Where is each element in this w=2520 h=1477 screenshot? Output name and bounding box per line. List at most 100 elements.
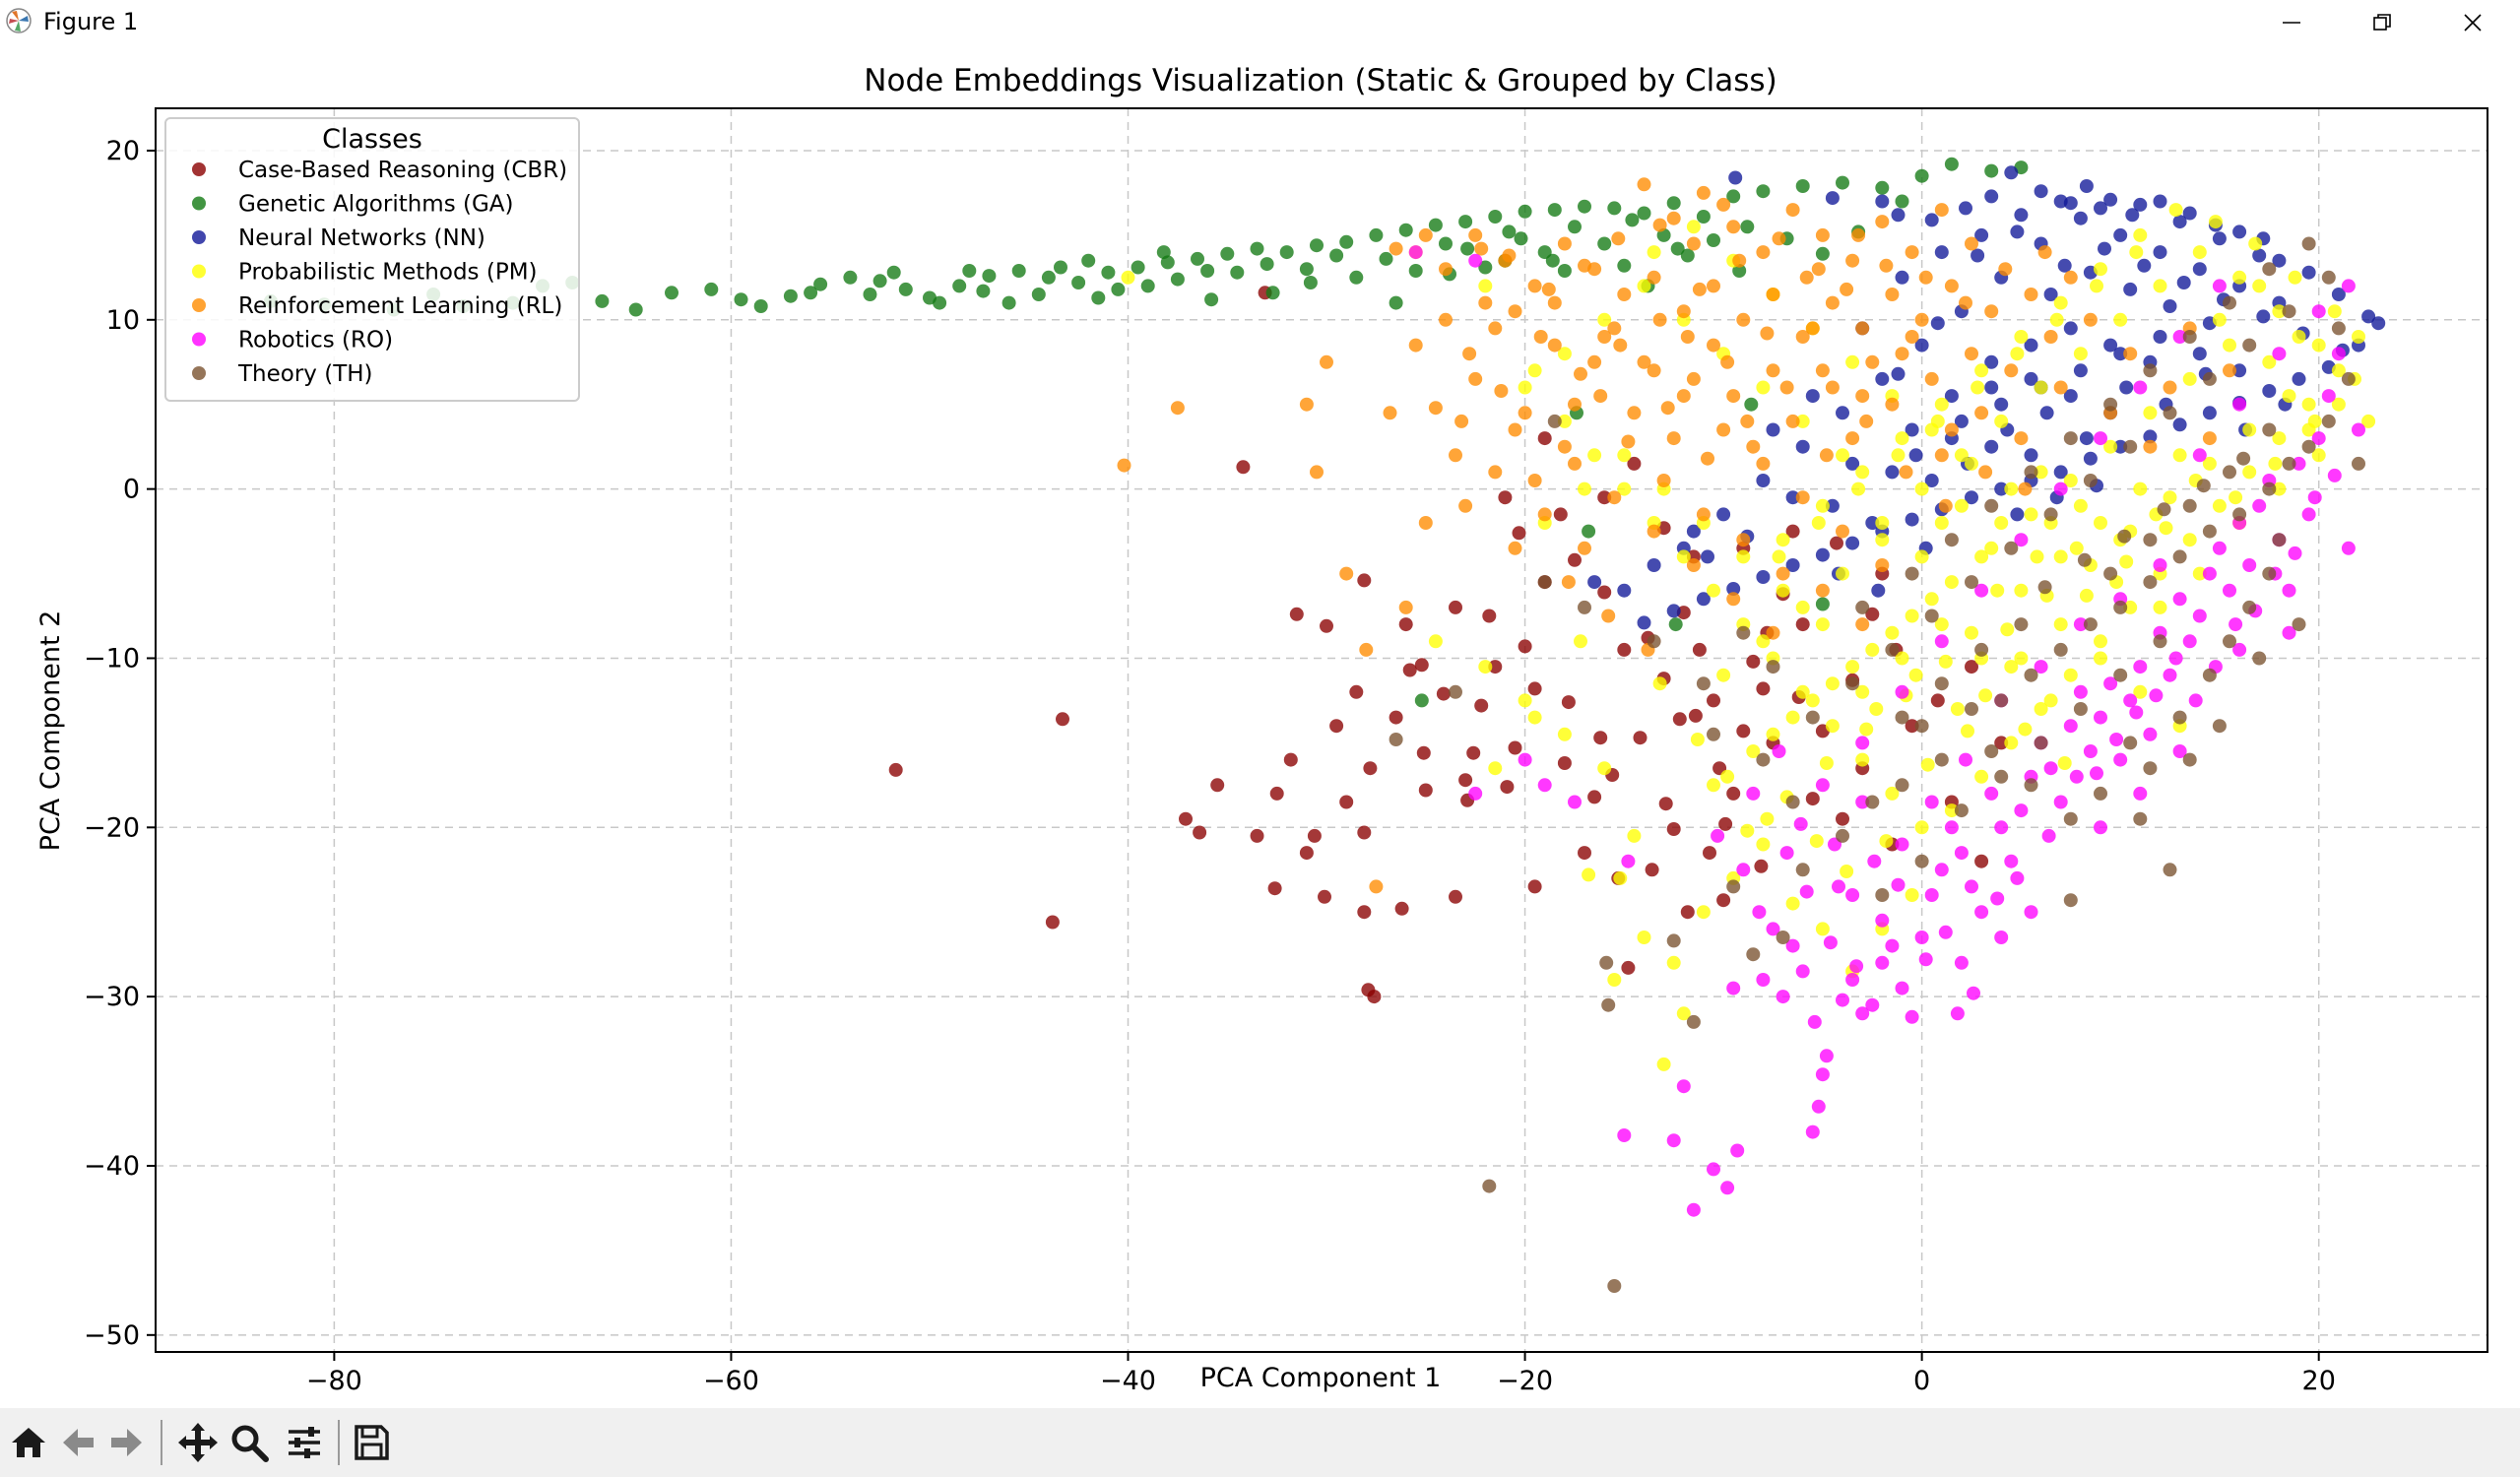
data-point (1439, 262, 1453, 277)
data-point (1984, 786, 1999, 801)
configure-subplots-button[interactable] (280, 1418, 329, 1467)
data-point (1582, 867, 1596, 882)
data-point (2024, 507, 2038, 522)
data-point (1658, 797, 1673, 811)
data-point (1930, 414, 1945, 428)
data-point (1840, 282, 1854, 296)
legend-label: Robotics (RO) (238, 328, 393, 353)
data-point (2063, 389, 2078, 404)
data-point (2133, 482, 2148, 496)
data-point (2311, 448, 2326, 463)
data-point (1568, 552, 1582, 567)
data-point (1726, 786, 1741, 801)
data-point (1666, 211, 1681, 225)
data-point (1428, 634, 1443, 649)
data-point (2018, 482, 2033, 496)
chart-title: Node Embeddings Visualization (Static & … (864, 63, 1777, 98)
data-point (2331, 321, 2346, 336)
data-point (2063, 431, 2078, 446)
data-point (1795, 964, 1810, 979)
data-point (2232, 507, 2247, 522)
data-point (2113, 668, 2128, 682)
data-point (1357, 825, 1372, 840)
data-point (2069, 541, 2084, 555)
home-button[interactable] (4, 1418, 53, 1467)
data-point (1720, 1181, 1735, 1195)
data-point (2004, 363, 2019, 378)
pan-button[interactable] (173, 1418, 223, 1467)
data-point (1924, 474, 1939, 487)
data-point (2037, 245, 2052, 260)
data-point (1799, 270, 1814, 285)
save-button[interactable] (347, 1418, 396, 1467)
data-point (2232, 642, 2247, 657)
data-point (1607, 1279, 1622, 1293)
data-point (1905, 422, 1919, 437)
data-point (1488, 321, 1503, 336)
data-point (1965, 660, 1978, 674)
data-point (1799, 884, 1814, 899)
zoom-button[interactable] (225, 1418, 274, 1467)
data-point (1156, 245, 1171, 260)
data-point (1557, 439, 1572, 454)
minimize-button[interactable] (2246, 0, 2337, 45)
data-point (2331, 397, 2346, 412)
data-point (1875, 955, 1890, 970)
data-point (1934, 676, 1949, 691)
data-point (1974, 406, 1989, 420)
data-point (1954, 803, 1969, 818)
data-point (1924, 371, 1939, 386)
data-point (2182, 533, 2197, 547)
data-point (1318, 889, 1331, 904)
data-point (1666, 933, 1681, 948)
data-point (1815, 597, 1830, 611)
data-point (1449, 889, 1462, 904)
data-point (2094, 201, 2107, 216)
data-point (2242, 558, 2257, 572)
data-point (2125, 208, 2140, 223)
data-point (1111, 282, 1126, 296)
data-point (1825, 498, 1840, 513)
data-point (1593, 389, 1608, 404)
data-point (2014, 651, 2029, 666)
restore-button[interactable] (2337, 0, 2427, 45)
data-point (1613, 338, 1628, 353)
data-point (2272, 253, 2287, 268)
data-point (1961, 724, 1974, 738)
data-point (1656, 1057, 1671, 1071)
figure-canvas[interactable]: Node Embeddings Visualization (Static & … (0, 45, 2520, 1408)
data-point (1707, 338, 1720, 353)
data-point (1918, 270, 1933, 285)
data-point (2192, 347, 2207, 361)
data-point (2094, 786, 2107, 801)
back-button[interactable] (53, 1418, 102, 1467)
data-point (2153, 558, 2167, 572)
data-point (1934, 516, 1949, 530)
data-point (1121, 270, 1135, 285)
data-point (2168, 203, 2183, 218)
data-point (1845, 456, 1860, 471)
data-point (1934, 863, 1949, 877)
data-point (2163, 490, 2177, 505)
data-point (1984, 163, 1999, 178)
data-point (1934, 617, 1949, 632)
data-point (2196, 479, 2211, 493)
data-point (2133, 660, 2148, 674)
data-point (2202, 668, 2217, 682)
data-point (2262, 262, 2277, 277)
data-point (2103, 566, 2118, 581)
data-point (1011, 264, 1026, 278)
data-point (1379, 251, 1393, 266)
data-point (1805, 321, 1820, 336)
data-point (1736, 724, 1751, 738)
close-button[interactable] (2427, 0, 2518, 45)
data-point (2043, 507, 2058, 522)
forward-button[interactable] (102, 1418, 152, 1467)
data-point (1776, 566, 1790, 581)
data-point (1701, 451, 1714, 466)
data-point (2272, 347, 2287, 361)
data-point (2182, 330, 2197, 344)
data-point (1587, 575, 1602, 590)
data-point (1587, 354, 1602, 369)
y-tick-label: 20 (106, 136, 140, 166)
